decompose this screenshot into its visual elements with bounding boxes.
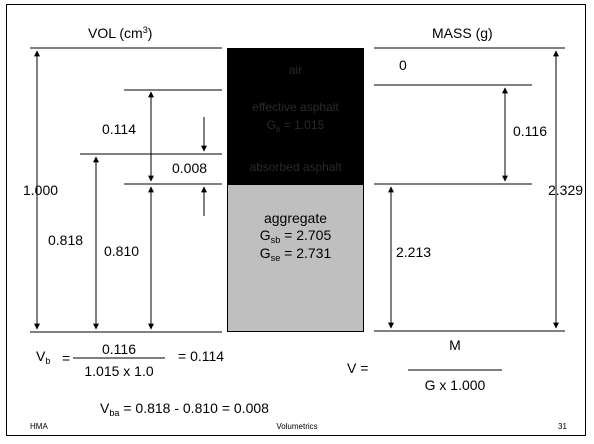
gsb-subscript: sb <box>270 235 281 245</box>
slide-frame <box>6 4 586 436</box>
vb-denominator: 1.015 x 1.0 <box>84 363 154 379</box>
footer-center: Volumetrics <box>276 422 318 431</box>
effective-asphalt-volume: 0.114 <box>102 121 136 137</box>
vb-equals: = <box>62 350 71 366</box>
air-mass: 0 <box>399 57 407 73</box>
vba-expression: = 0.818 - 0.810 = 0.008 <box>123 400 269 416</box>
volume-header-close: ) <box>147 25 153 41</box>
v-lhs: V = <box>347 360 369 376</box>
absorbed-asphalt-label: absorbed asphalt <box>249 160 342 174</box>
vb-symbol: Vb <box>36 348 51 366</box>
vb-symbol-letter: V <box>36 348 46 364</box>
aggregate-effective-volume: 0.810 <box>104 243 140 259</box>
aggregate-effective-gravity: Gse = 2.731 <box>227 245 364 263</box>
footer-left: HMA <box>30 422 48 431</box>
absorbed-asphalt-phase-block <box>227 154 364 184</box>
vba-equation: Vba = 0.818 - 0.810 = 0.008 <box>100 400 269 418</box>
gse-subscript: se <box>270 253 281 263</box>
vba-symbol-letter: V <box>100 400 110 416</box>
aggregate-phase-block <box>227 184 364 332</box>
total-volume: 1.000 <box>23 182 59 198</box>
air-label: air <box>288 63 303 77</box>
aggregate-bulk-gravity: Gsb = 2.705 <box>227 227 364 245</box>
volume-header: VOL (cm3) <box>88 25 153 41</box>
gse-symbol: G <box>259 245 271 261</box>
effective-asphalt-mass: 0.116 <box>513 123 547 139</box>
vb-result: = 0.114 <box>178 348 225 364</box>
page-number: 31 <box>558 422 567 431</box>
effective-asphalt-phase-block <box>227 90 364 154</box>
effective-asphalt-gravity: Gb = 1.015 <box>227 118 364 134</box>
aggregate-bulk-volume: 0.818 <box>48 232 84 248</box>
vb-symbol-subscript: b <box>45 356 51 366</box>
vb-numerator: 0.116 <box>102 341 136 357</box>
gsb-symbol: G <box>259 227 271 243</box>
v-numerator: M <box>449 337 461 353</box>
vba-symbol-subscript: ba <box>109 408 120 418</box>
absorbed-asphalt-volume: 0.008 <box>172 160 208 176</box>
effective-gravity-subscript: b <box>276 125 281 134</box>
air-phase-block <box>227 48 364 90</box>
gsb-value: = 2.705 <box>280 227 332 243</box>
effective-asphalt-label: effective asphalt <box>252 100 339 114</box>
volume-header-label: VOL (cm <box>88 25 143 41</box>
aggregate-mass: 2.213 <box>396 244 432 260</box>
volume-header-exponent: 3 <box>142 25 148 35</box>
v-denominator: G x 1.000 <box>424 377 486 393</box>
aggregate-label: aggregate <box>263 210 328 226</box>
gse-value: = 2.731 <box>280 245 332 261</box>
mass-header: MASS (g) <box>432 25 493 41</box>
effective-gravity-value: = 1.015 <box>280 118 325 132</box>
total-mass: 2.329 <box>548 182 584 198</box>
effective-gravity-symbol: G <box>266 118 277 132</box>
